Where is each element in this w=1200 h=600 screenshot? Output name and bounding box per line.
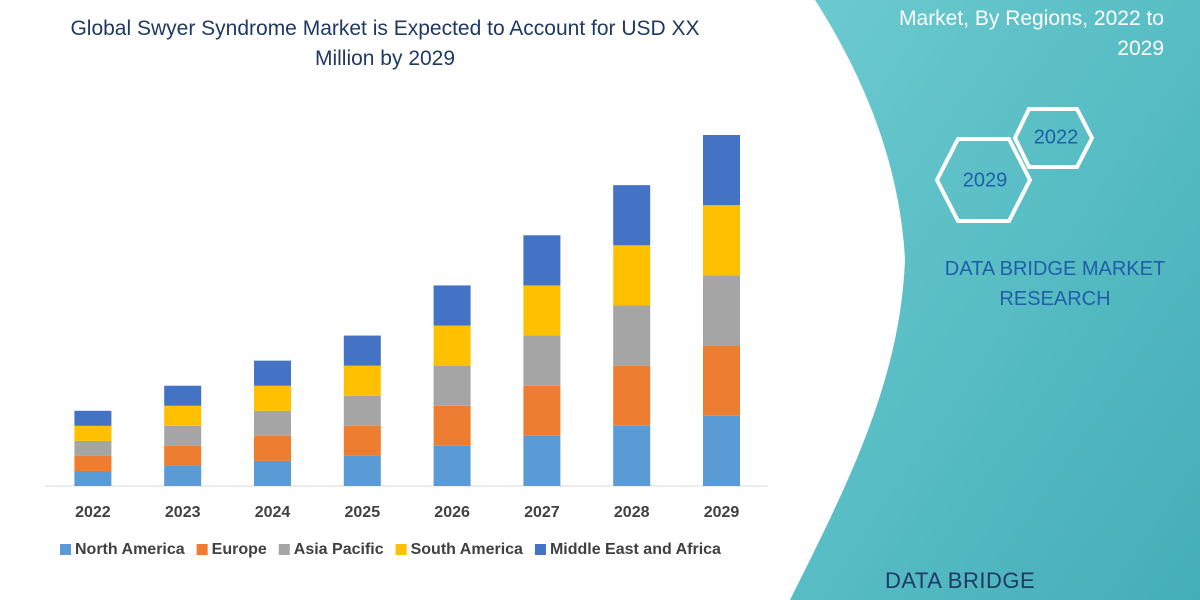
x-tick-label: 2022 [75,504,111,521]
bar-segment [254,410,291,436]
bar-segment [613,185,651,246]
panel-heading: Market, By Regions, 2022 to 2029 [899,7,1164,60]
bar-segment [523,285,561,336]
bar-segment [433,365,471,406]
x-tick-label: 2029 [704,504,740,521]
bar-segment [703,135,740,206]
bar-segment [254,385,291,411]
bar-segment [164,405,202,426]
legend-label: Asia Pacific [294,541,384,558]
hexagon-label: 2029 [963,169,1008,191]
bar-segment [164,425,202,446]
legend-label: North America [75,541,185,558]
bar-segment [74,410,112,426]
hexagon [1012,107,1095,169]
legend-label: Middle East and Africa [550,541,721,558]
legend-swatch [395,544,407,555]
bar-segment [433,285,471,326]
bar-segment [343,365,381,396]
bar-segment [343,425,381,456]
bar-segment [343,395,381,426]
x-tick-label: 2024 [255,504,291,521]
bar-segment [433,405,471,446]
panel-brand: DATA BRIDGE MARKET RESEARCH [944,258,1166,310]
legend-swatch [196,544,208,555]
bar-segment [703,415,740,486]
bar-segment [433,445,471,486]
bar-segment [164,385,202,406]
bar-segment [523,435,561,486]
bar-segment [74,425,112,441]
bar-segment [164,465,202,486]
legend-swatch [60,544,71,555]
bar-segment [613,305,651,366]
bar-segment [613,425,651,486]
bar-segment [523,235,561,286]
hexagon-label: 2022 [1034,126,1079,148]
bar-segment [703,205,740,276]
bar-segment [523,335,561,386]
bar-segment [703,345,740,416]
hexagon [934,137,1033,223]
x-tick-label: 2026 [434,504,470,521]
bar-segment [254,460,291,486]
bar-segment [343,335,381,366]
x-tick-label: 2028 [614,504,650,521]
bar-segment [613,365,651,426]
x-tick-label: 2025 [345,504,381,521]
bar-segment [703,275,740,346]
x-tick-label: 2027 [524,504,560,521]
chart-title: Global Swyer Syndrome Market is Expected… [70,17,700,70]
bar-segment [254,435,291,461]
bar-segment [523,385,561,436]
bar-segment [343,455,381,486]
legend-label: Europe [212,541,267,558]
legend-swatch [534,544,546,555]
bar-segment [164,445,202,466]
bar-segment [74,455,112,471]
side-panel [790,0,1200,600]
bar-segment [74,440,112,456]
legend-label: South America [411,541,523,558]
plot: 2022 2023 2024 2025 2026 2027 2028 2029 North Am… [60,135,740,558]
bar-segment [433,325,471,366]
bar-segment [254,360,291,386]
bar-segment [613,245,651,306]
legend-swatch [278,544,290,555]
logo: DATA BRIDGE [885,568,1036,593]
x-tick-label: 2023 [165,504,201,521]
bar-segment [74,470,112,486]
